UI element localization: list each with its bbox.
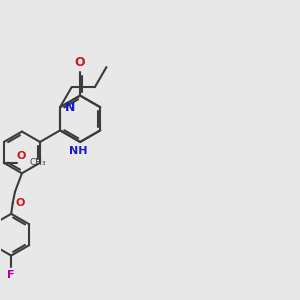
Text: O: O	[16, 151, 26, 161]
Text: NH: NH	[69, 146, 88, 155]
Text: N: N	[64, 101, 75, 114]
Text: F: F	[8, 270, 15, 280]
Text: CH₃: CH₃	[29, 158, 46, 167]
Text: O: O	[16, 198, 25, 208]
Text: O: O	[75, 56, 86, 69]
